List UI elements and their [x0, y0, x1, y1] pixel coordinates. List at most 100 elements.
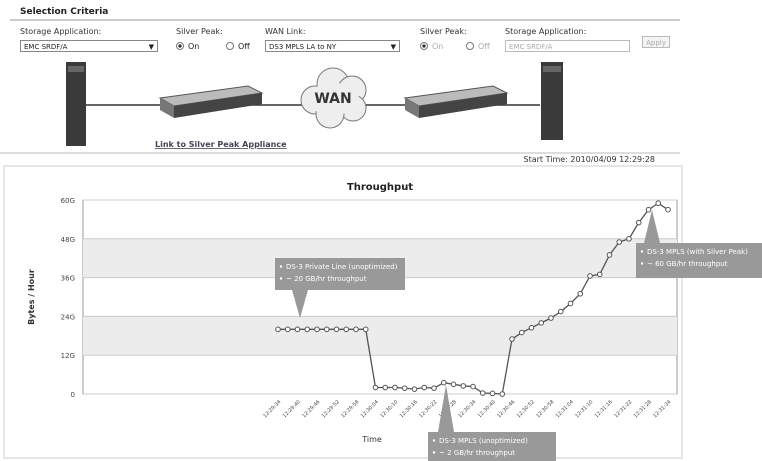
radio-label: Off: [238, 42, 250, 51]
data-point: [275, 326, 281, 333]
data-point: [538, 320, 545, 326]
server-detail: [68, 66, 84, 72]
radio-option: On: [420, 42, 443, 51]
callout-box: [636, 243, 762, 278]
data-point: [431, 385, 437, 391]
appliance-right-side: [405, 98, 419, 118]
callout-pointer: [292, 290, 308, 318]
x-tick-label: 12:30:40: [477, 399, 497, 419]
callout-text: ~ 20 GB/hr throughput: [286, 275, 367, 283]
data-point: [499, 391, 506, 397]
y-axis-label: Bytes / Hour: [27, 269, 36, 325]
data-point: [323, 326, 330, 333]
x-tick-label: 12:30:22: [418, 399, 438, 419]
y-tick-label: 60G: [61, 197, 75, 205]
data-point: [421, 384, 428, 391]
data-point: [333, 326, 340, 333]
field-label: Storage Application:: [505, 27, 587, 36]
y-tick-label: 0: [71, 391, 75, 399]
data-point: [567, 300, 574, 307]
apply-button: Apply: [642, 36, 670, 48]
x-tick-label: 12:31:10: [574, 399, 594, 419]
x-tick-label: 12:29:34: [262, 399, 282, 419]
bullet: [640, 250, 644, 253]
data-point: [479, 390, 486, 396]
radio-label: On: [188, 42, 200, 51]
data-point: [489, 390, 496, 397]
radio-option[interactable]: On: [176, 42, 199, 51]
data-point: [606, 252, 613, 258]
chart: 0 12G 24G 36G 48G 60G Throughput Bytes / Hour Ti…: [27, 182, 762, 461]
data-point: [509, 336, 515, 342]
bullet: [432, 439, 436, 442]
data-point: [665, 206, 671, 213]
data-point: [343, 326, 350, 333]
x-tick-label: 12:30:58: [535, 399, 555, 419]
wan-label: WAN: [314, 91, 351, 107]
server-right: [541, 62, 563, 140]
appliance-link[interactable]: Link to Silver Peak Appliance: [155, 140, 287, 149]
start-time: Start Time: 2010/04/09 12:29:28: [524, 155, 655, 164]
x-tick-label: 12:30:46: [496, 399, 516, 419]
data-point: [635, 219, 642, 226]
server-left: [66, 62, 86, 146]
data-point: [577, 290, 584, 297]
server-detail: [543, 66, 561, 72]
select[interactable]: DS3 MPLS LA to NY: [265, 40, 400, 53]
data-point: [596, 271, 603, 278]
data-point: [587, 273, 593, 279]
data-point: [382, 384, 389, 391]
y-tick-label: 36G: [61, 275, 75, 283]
data-point: [440, 379, 447, 386]
y-tick-label: 48G: [61, 236, 75, 244]
y-tick-label: 24G: [61, 313, 75, 321]
data-point: [626, 236, 632, 242]
callout-text: DS-3 MPLS (with Silver Peak): [647, 248, 748, 256]
appliance-right-front: [419, 93, 507, 118]
y-tick-label: 12G: [61, 352, 75, 360]
callout: DS-3 MPLS (unoptimized) ~ 2 GB/hr through…: [428, 385, 556, 461]
callout-pointer: [644, 210, 660, 243]
callout: DS-3 MPLS (with Silver Peak) ~ 60 GB/hr t…: [636, 210, 762, 278]
field-label: Storage Application:: [20, 27, 102, 36]
radio-option: Off: [466, 42, 490, 51]
x-tick-label: 12:29:40: [282, 399, 302, 419]
select[interactable]: EMC SRDF/A: [20, 40, 158, 53]
data-point: [284, 326, 291, 333]
data-point: [372, 384, 379, 391]
x-tick-label: 12:31:04: [555, 399, 575, 419]
data-point: [353, 326, 359, 333]
x-tick-label: 12:30:52: [516, 399, 536, 419]
data-point: [548, 315, 554, 321]
bullet: [279, 265, 283, 268]
x-axis-label: Time: [361, 435, 382, 444]
data-point: [616, 239, 623, 245]
data-point: [304, 326, 311, 333]
callout: DS-3 Private Line (unoptimized) ~ 20 GB/h…: [275, 258, 405, 318]
data-point: [460, 383, 467, 389]
callout-box: [428, 432, 556, 461]
data-point: [518, 329, 525, 336]
radio-option[interactable]: Off: [226, 42, 250, 51]
data-point: [362, 326, 369, 333]
callout-box: [275, 258, 405, 290]
bullet: [279, 277, 283, 280]
callout-text: ~ 60 GB/hr throughput: [647, 260, 728, 268]
x-tick-label: 12:30:04: [360, 399, 380, 419]
field-label: WAN Link:: [265, 27, 306, 36]
radio-label: On: [432, 42, 444, 51]
data-point: [294, 326, 301, 333]
data-point: [645, 206, 652, 213]
callout-text: DS-3 Private Line (unoptimized): [286, 263, 398, 271]
section-title: Selection Criteria: [20, 7, 108, 17]
callout-pointer: [438, 385, 454, 432]
data-point: [411, 386, 418, 392]
data-point: [401, 385, 408, 391]
appliance-left-front: [174, 93, 262, 118]
x-tick-label: 12:31:16: [594, 399, 614, 419]
x-tick-label: 12:31:34: [652, 399, 672, 419]
x-tick-label: 12:31:22: [613, 399, 633, 419]
wan-cloud: [300, 67, 367, 129]
